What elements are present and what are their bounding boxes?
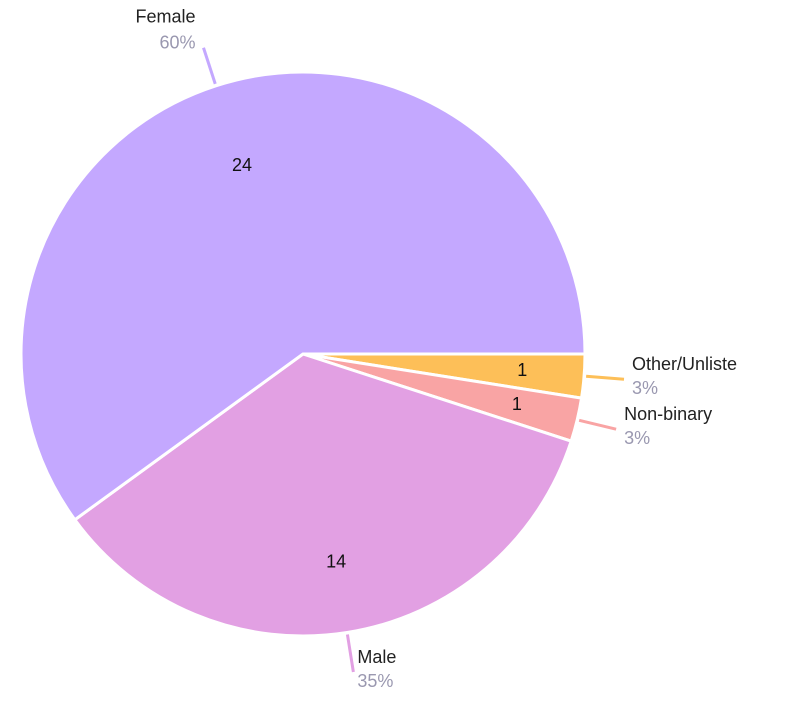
percent-label: 60% bbox=[159, 33, 195, 53]
percent-label: 3% bbox=[624, 428, 650, 448]
category-label: Female bbox=[135, 7, 195, 27]
slice-value-label: 24 bbox=[232, 155, 252, 175]
percent-label: 35% bbox=[357, 671, 393, 691]
pie-slice bbox=[19, 70, 587, 522]
leader-line bbox=[578, 418, 617, 431]
slice-value-label: 1 bbox=[517, 360, 527, 380]
pie-slice bbox=[72, 352, 574, 638]
slice-value-label: 14 bbox=[326, 552, 346, 572]
leader-line bbox=[202, 47, 217, 85]
slice-value-label: 1 bbox=[512, 394, 522, 414]
leader-line bbox=[345, 634, 355, 673]
category-label: Non-binary bbox=[624, 404, 712, 424]
category-label: Male bbox=[357, 647, 396, 667]
category-label: Other/Unliste bbox=[632, 354, 737, 374]
percent-label: 3% bbox=[632, 378, 658, 398]
leader-line bbox=[586, 374, 625, 381]
